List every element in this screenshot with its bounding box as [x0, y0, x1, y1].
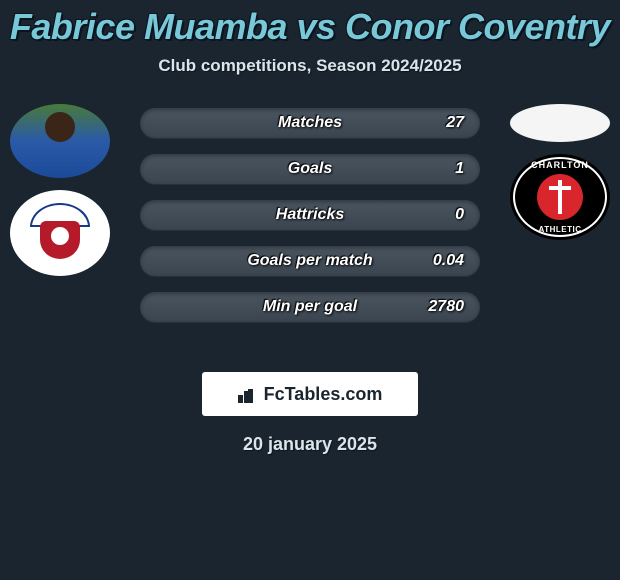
player-avatar-right: [510, 104, 610, 142]
charlton-label-bottom: ATHLETIC: [539, 225, 582, 234]
stat-label: Min per goal: [263, 298, 357, 316]
subtitle: Club competitions, Season 2024/2025: [0, 56, 620, 76]
stat-row-matches: Matches 27: [140, 108, 480, 138]
club-badge-left: [10, 190, 110, 276]
bwfc-crest-icon: [25, 203, 95, 263]
stat-label: Goals: [288, 160, 332, 178]
chart-icon: [238, 385, 260, 403]
stat-value: 0: [455, 206, 464, 224]
charlton-sword-icon: [537, 174, 583, 220]
stat-label: Goals per match: [247, 252, 372, 270]
stat-value: 27: [446, 114, 464, 132]
stat-row-hattricks: Hattricks 0: [140, 200, 480, 230]
page-title: Fabrice Muamba vs Conor Coventry: [0, 0, 620, 48]
stat-bars: Matches 27 Goals 1 Hattricks 0 Goals per…: [140, 108, 480, 322]
club-badge-right: CHARLTON ATHLETIC: [510, 154, 610, 240]
player-avatar-left: [10, 104, 110, 178]
stat-value: 2780: [428, 298, 464, 316]
stat-row-gpm: Goals per match 0.04: [140, 246, 480, 276]
stat-value: 1: [455, 160, 464, 178]
stat-row-goals: Goals 1: [140, 154, 480, 184]
stat-value: 0.04: [433, 252, 464, 270]
stat-row-mpg: Min per goal 2780: [140, 292, 480, 322]
stats-area: CHARLTON ATHLETIC Matches 27 Goals 1 Hat…: [0, 104, 620, 354]
brand-logo[interactable]: FcTables.com: [202, 372, 418, 416]
brand-text: FcTables.com: [264, 384, 383, 405]
left-column: [10, 104, 110, 276]
right-column: CHARLTON ATHLETIC: [510, 104, 610, 240]
charlton-label-top: CHARLTON: [531, 160, 589, 170]
stat-label: Hattricks: [276, 206, 344, 224]
stat-label: Matches: [278, 114, 342, 132]
date-text: 20 january 2025: [0, 434, 620, 455]
comparison-card: Fabrice Muamba vs Conor Coventry Club co…: [0, 0, 620, 455]
